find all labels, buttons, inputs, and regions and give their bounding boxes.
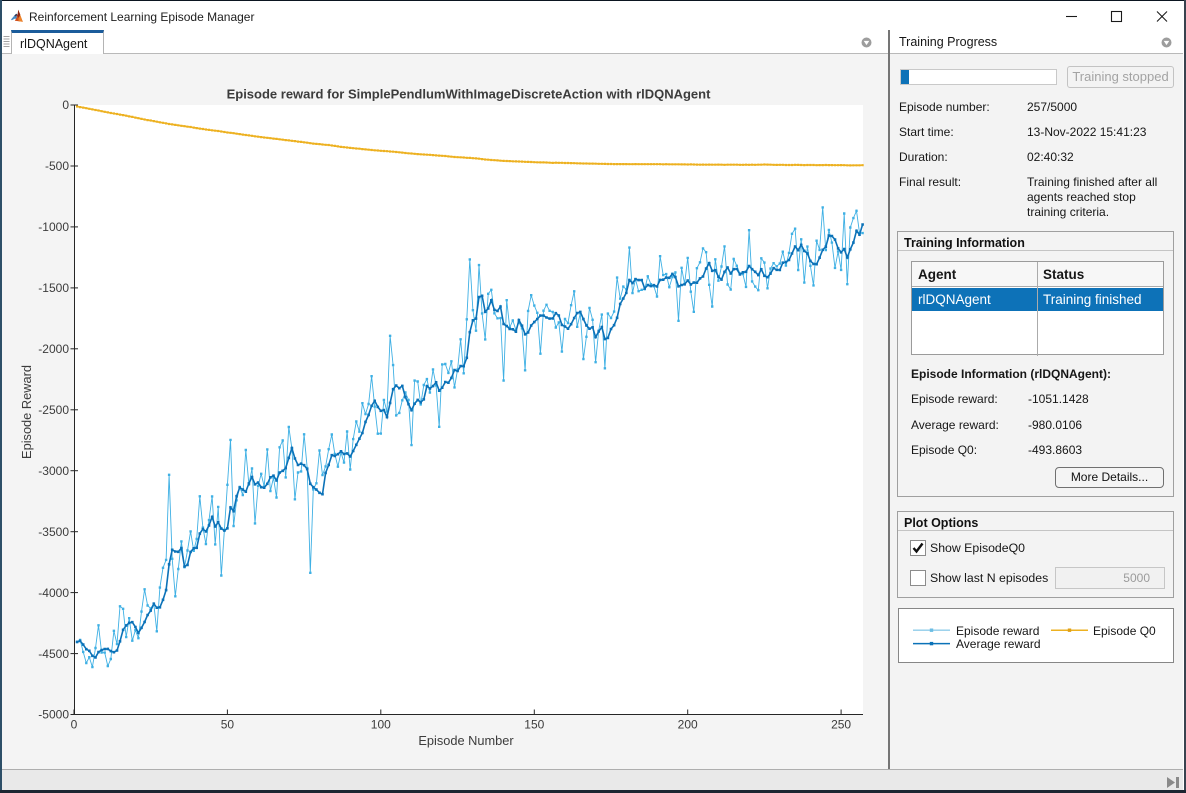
svg-text:250: 250 <box>831 718 851 732</box>
svg-text:Episode reward: Episode reward <box>956 624 1039 638</box>
svg-text:-4500: -4500 <box>38 647 69 661</box>
svg-text:Average reward: Average reward <box>956 637 1041 651</box>
svg-text:-3000: -3000 <box>38 464 69 478</box>
svg-text:100: 100 <box>371 718 391 732</box>
svg-text:-2000: -2000 <box>38 342 69 356</box>
svg-text:200: 200 <box>678 718 698 732</box>
svg-text:50: 50 <box>221 718 235 732</box>
svg-text:0: 0 <box>71 718 78 732</box>
svg-text:150: 150 <box>524 718 544 732</box>
svg-text:-4000: -4000 <box>38 586 69 600</box>
svg-text:-1500: -1500 <box>38 281 69 295</box>
svg-text:-1000: -1000 <box>38 220 69 234</box>
svg-text:-3500: -3500 <box>38 525 69 539</box>
svg-text:-500: -500 <box>45 159 69 173</box>
svg-text:0: 0 <box>62 98 69 112</box>
svg-text:Episode reward for SimplePendl: Episode reward for SimplePendlumWithImag… <box>227 87 712 102</box>
svg-text:-2500: -2500 <box>38 403 69 417</box>
svg-text:Episode Reward: Episode Reward <box>19 365 34 459</box>
svg-text:-5000: -5000 <box>38 708 69 722</box>
svg-text:Episode Number: Episode Number <box>418 733 514 748</box>
svg-text:Episode Q0: Episode Q0 <box>1093 624 1156 638</box>
